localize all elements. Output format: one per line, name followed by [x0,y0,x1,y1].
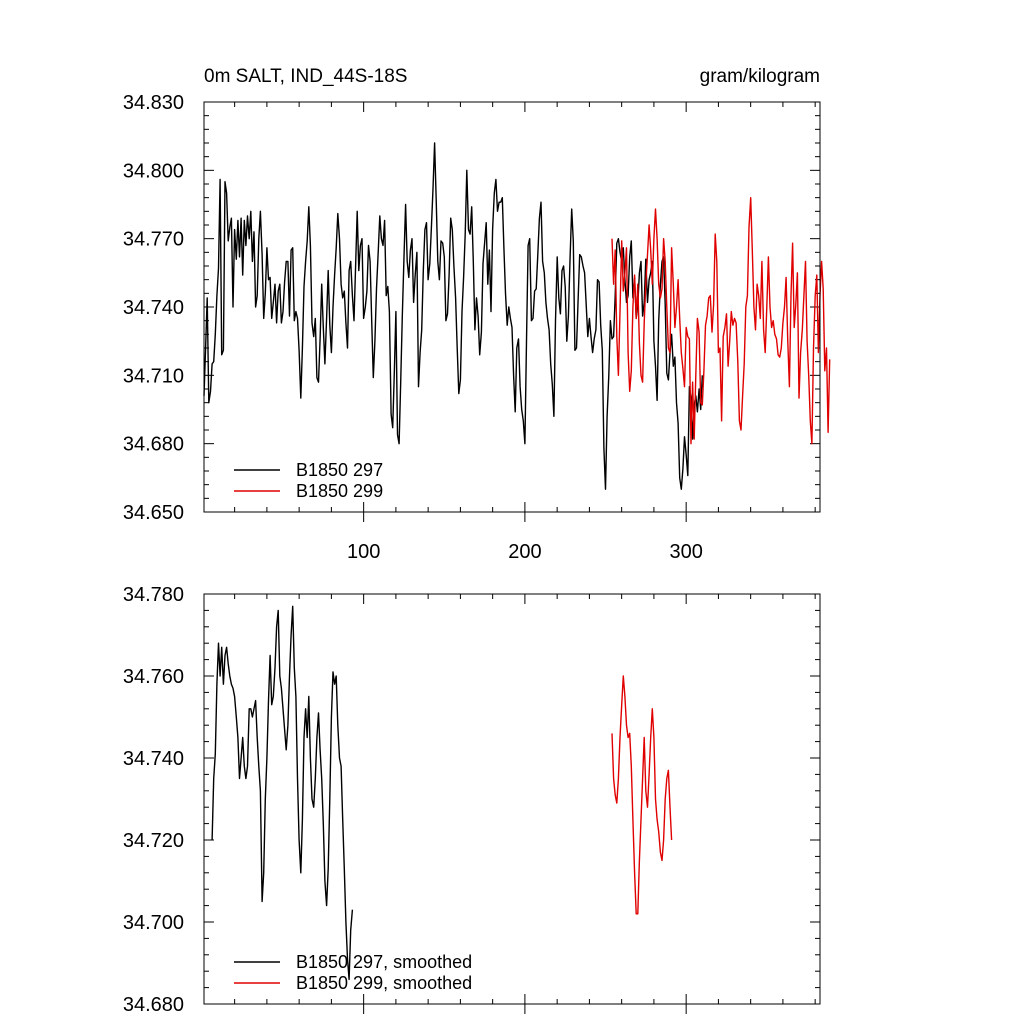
y-tick-label: 34.680 [123,434,184,456]
series-line-b1850-297 [203,142,703,490]
x-tick-label: 100 [347,541,380,563]
bottom-panel-legend: B1850 297, smoothed B1850 299, smoothed [234,952,472,993]
top-panel-legend: B1850 297 B1850 299 [234,460,383,501]
y-tick-label: 34.800 [123,160,184,182]
y-tick-label: 34.680 [123,994,184,1016]
bottom-panel-frame [203,593,821,1005]
y-tick-label: 34.760 [123,666,184,688]
bottom-panel-ticks: 34.680 34.700 34.720 34.740 34.760 34.780 [123,584,820,1016]
top-panel-frame [203,101,821,513]
top-panel-units: gram/kilogram [700,66,820,87]
legend-label-b1850-297-smoothed: B1850 297, smoothed [296,952,472,972]
legend-label-b1850-299: B1850 299 [296,481,383,501]
top-panel-title: 0m SALT, IND_44S-18S [204,66,407,87]
bottom-panel-series [211,605,673,981]
legend-label-b1850-297: B1850 297 [296,460,383,480]
y-tick-label: 34.740 [123,748,184,770]
series-line-b1850-299 [611,196,831,445]
y-tick-label: 34.740 [123,297,184,319]
top-panel-ticks: 34.650 34.680 34.710 34.740 34.770 34.800 34.8… [123,92,820,563]
x-tick-label: 200 [508,541,541,563]
top-panel-series [203,142,831,490]
y-tick-label: 34.710 [123,365,184,387]
series-line-b1850-297-smoothed [211,605,354,981]
y-tick-label: 34.720 [123,830,184,852]
series-line-b1850-299-smoothed [611,675,673,915]
y-tick-label: 34.830 [123,92,184,114]
top-panel: 0m SALT, IND_44S-18S gram/kilogram 34.65… [123,66,831,563]
bottom-panel: 34.680 34.700 34.720 34.740 34.760 34.780 B18… [123,584,821,1016]
y-tick-label: 34.650 [123,502,184,524]
x-tick-label: 300 [669,541,702,563]
y-tick-label: 34.700 [123,912,184,934]
legend-label-b1850-299-smoothed: B1850 299, smoothed [296,973,472,993]
y-tick-label: 34.770 [123,229,184,251]
y-tick-label: 34.780 [123,584,184,606]
